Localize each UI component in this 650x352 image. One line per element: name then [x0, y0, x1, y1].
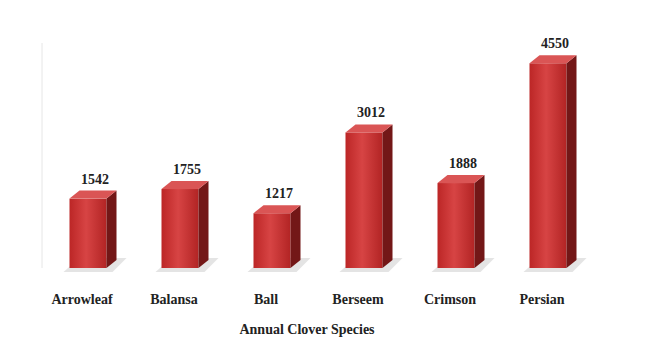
- data-label: 1217: [265, 186, 293, 201]
- labels: 1542 Arrowleaf 1755 Balansa 1217 Ball 3012 Bers…: [51, 36, 569, 307]
- bar: [438, 175, 485, 268]
- bar-top: [70, 191, 117, 199]
- bar: [70, 191, 117, 268]
- bar-top: [530, 55, 577, 63]
- bar-side: [383, 124, 393, 268]
- bar-side: [475, 175, 485, 268]
- bar: [254, 205, 301, 268]
- bar-side: [291, 205, 301, 268]
- data-label: 1888: [449, 156, 477, 171]
- data-label: 1755: [173, 162, 201, 177]
- bar-front: [162, 189, 199, 268]
- bar-side: [567, 55, 577, 268]
- bar: [346, 124, 393, 268]
- bar-side: [107, 191, 117, 268]
- bar-side: [199, 181, 209, 268]
- bars: [70, 55, 577, 268]
- x-axis-title: Annual Clover Species: [239, 322, 375, 337]
- chart-root: 1542 Arrowleaf 1755 Balansa 1217 Ball 3012 Bers…: [0, 0, 650, 352]
- data-label: 1542: [81, 172, 109, 187]
- bar-front: [530, 63, 567, 268]
- bar-front: [346, 132, 383, 268]
- y-axis-line: [42, 43, 43, 268]
- bar-front: [438, 183, 475, 268]
- bar-top: [162, 181, 209, 189]
- bar-front: [70, 199, 107, 268]
- x-tick-label: Persian: [519, 292, 564, 307]
- bar-top: [438, 175, 485, 183]
- x-tick-label: Arrowleaf: [51, 292, 112, 307]
- bar-front: [254, 213, 291, 268]
- data-label: 4550: [541, 36, 569, 51]
- bar: [162, 181, 209, 268]
- bar: [530, 55, 577, 268]
- x-tick-label: Ball: [254, 292, 278, 307]
- bar-top: [254, 205, 301, 213]
- x-tick-label: Berseem: [332, 292, 384, 307]
- data-label: 3012: [357, 105, 385, 120]
- floor-shadows: [64, 258, 587, 272]
- chart: 1542 Arrowleaf 1755 Balansa 1217 Ball 3012 Bers…: [0, 0, 650, 352]
- x-tick-label: Crimson: [424, 292, 476, 307]
- bar-top: [346, 124, 393, 132]
- x-tick-label: Balansa: [150, 292, 197, 307]
